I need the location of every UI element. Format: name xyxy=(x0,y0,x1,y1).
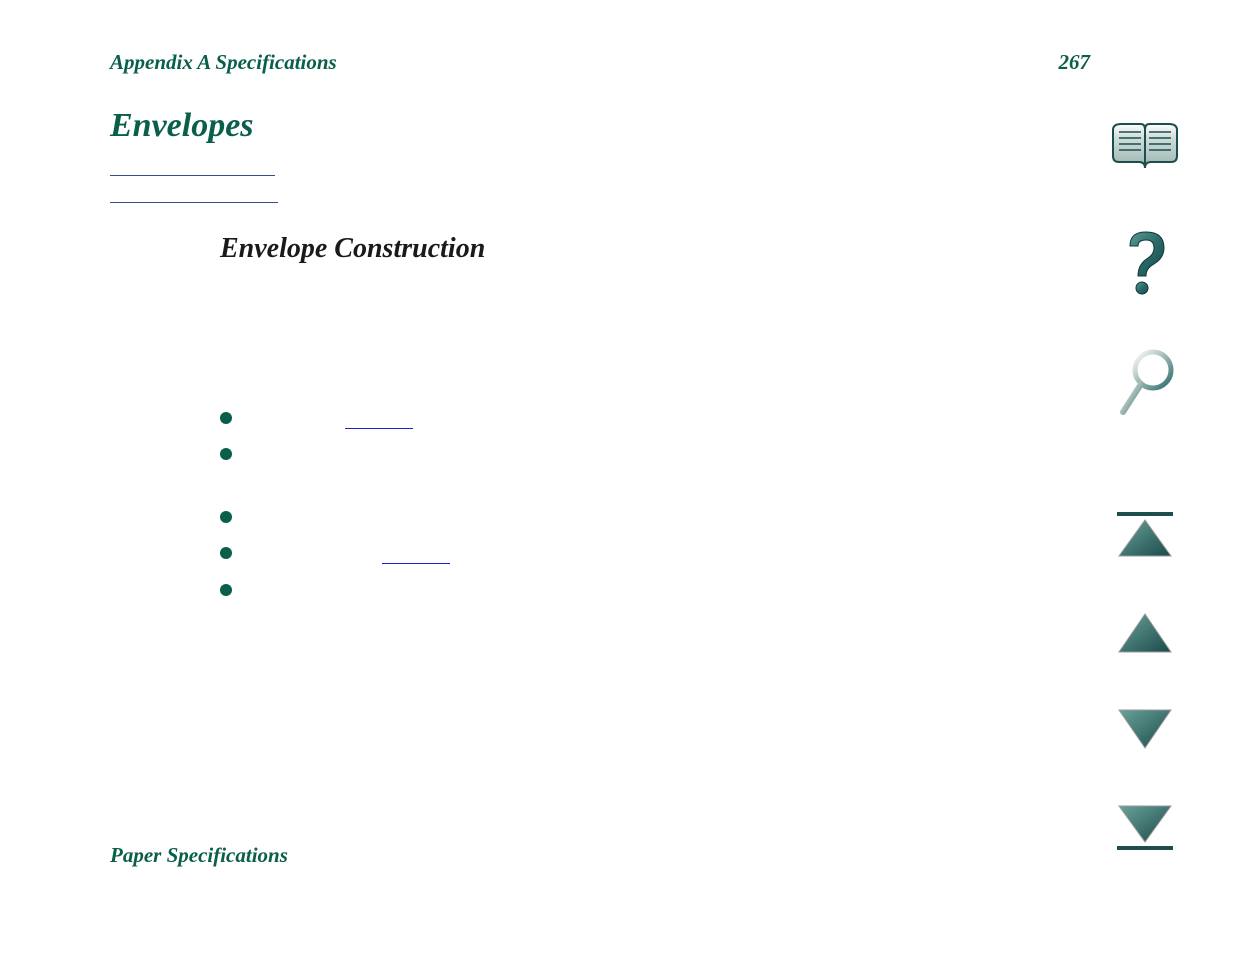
next-page-icon xyxy=(1114,706,1176,752)
list-item-text: Temperature—see xyxy=(254,544,382,563)
list-item-after: for supported envelope weights. xyxy=(413,409,635,428)
section-rules xyxy=(110,175,1090,203)
search-icon xyxy=(1115,348,1175,420)
list-item: Condition—Envelopes should not be wrinkl… xyxy=(220,505,1000,531)
list-item-after: for information about fusing compatibili… xyxy=(450,544,745,563)
last-page-button[interactable] xyxy=(1114,802,1176,852)
first-page-icon xyxy=(1114,510,1176,560)
footer-label: Paper Specifications xyxy=(110,843,1090,868)
bullet-list: Weight—see Table A-2 for supported envel… xyxy=(220,406,1000,604)
outro-paragraph: Envelopes should only be printed from Tr… xyxy=(220,630,1000,683)
search-button[interactable] xyxy=(1115,348,1175,420)
link-table-a2[interactable]: Table A-2 xyxy=(345,409,412,429)
list-item-text: Condition—Envelopes should not be wrinkl… xyxy=(254,508,787,527)
appendix-label: Appendix A Specifications xyxy=(110,50,337,75)
toc-button[interactable] xyxy=(1109,120,1181,176)
prev-page-icon xyxy=(1114,610,1176,656)
list-item: Temperature—see Table A-3 for informatio… xyxy=(220,541,1000,567)
list-item: Construction—Before printing, envelopes … xyxy=(220,442,1000,495)
nav-sidebar xyxy=(1105,120,1185,902)
list-item-text: Weight—see xyxy=(254,409,345,428)
link-table-a3[interactable]: Table A-3 xyxy=(382,544,449,564)
help-button[interactable] xyxy=(1116,226,1174,298)
prev-page-button[interactable] xyxy=(1114,610,1176,656)
list-item-text: Size—From 90 x 160 mm (3.5 x 6.3 in) to … xyxy=(254,581,724,600)
page-title: Envelopes xyxy=(110,107,1090,145)
intro-paragraph: Envelope construction is critical. Envel… xyxy=(220,305,1000,384)
list-item-text: Construction—Before printing, envelopes … xyxy=(254,445,981,490)
list-item: Weight—see Table A-2 for supported envel… xyxy=(220,406,1000,432)
next-page-button[interactable] xyxy=(1114,706,1176,752)
help-icon xyxy=(1116,226,1174,298)
last-page-icon xyxy=(1114,802,1176,852)
page-number: 267 xyxy=(1059,50,1091,75)
list-item: Size—From 90 x 160 mm (3.5 x 6.3 in) to … xyxy=(220,578,1000,604)
section-subtitle: Envelope Construction xyxy=(220,233,1090,265)
first-page-button[interactable] xyxy=(1114,510,1176,560)
toc-icon xyxy=(1109,120,1181,176)
